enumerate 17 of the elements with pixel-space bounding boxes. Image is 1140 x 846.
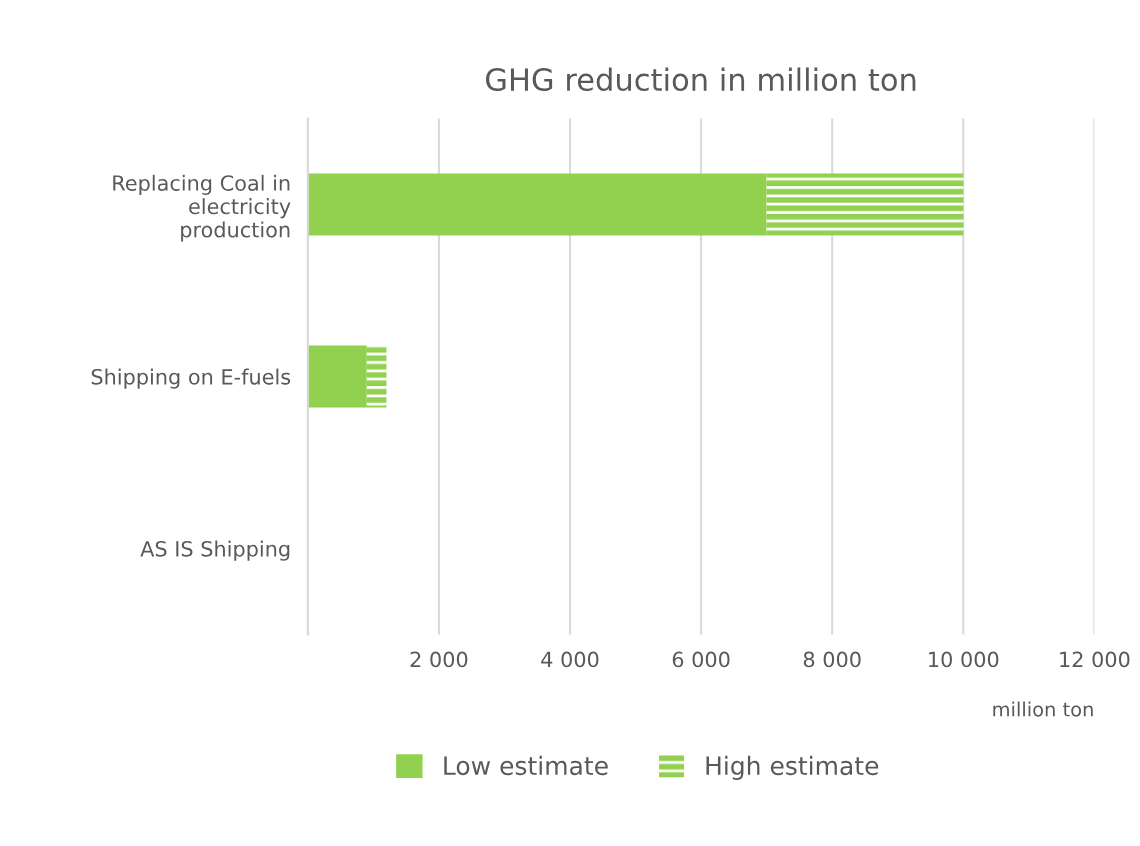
x-tick-label: 12 000 [1060, 651, 1130, 668]
bar [366, 345, 387, 408]
bar [307, 173, 767, 236]
legend-label: High estimate [706, 755, 879, 780]
y-tick-label: AS IS Shipping [140, 540, 290, 561]
bar [766, 173, 964, 236]
x-tick-label: 6 000 [672, 651, 730, 668]
x-tick-label: 10 000 [929, 651, 999, 668]
x-tick-label: 8 000 [803, 651, 861, 668]
y-tick-label: Replacing Coal in electricity production [113, 174, 291, 242]
bar [307, 345, 367, 408]
x-tick-label: 4 000 [541, 651, 599, 668]
chart-title: GHG reduction in million ton [486, 67, 916, 92]
y-tick-label: Shipping on E-fuels [91, 368, 291, 389]
x-tick-label: 2 000 [410, 651, 468, 668]
legend-label: Low estimate [444, 755, 608, 776]
x-axis-title: million ton [993, 701, 1093, 717]
